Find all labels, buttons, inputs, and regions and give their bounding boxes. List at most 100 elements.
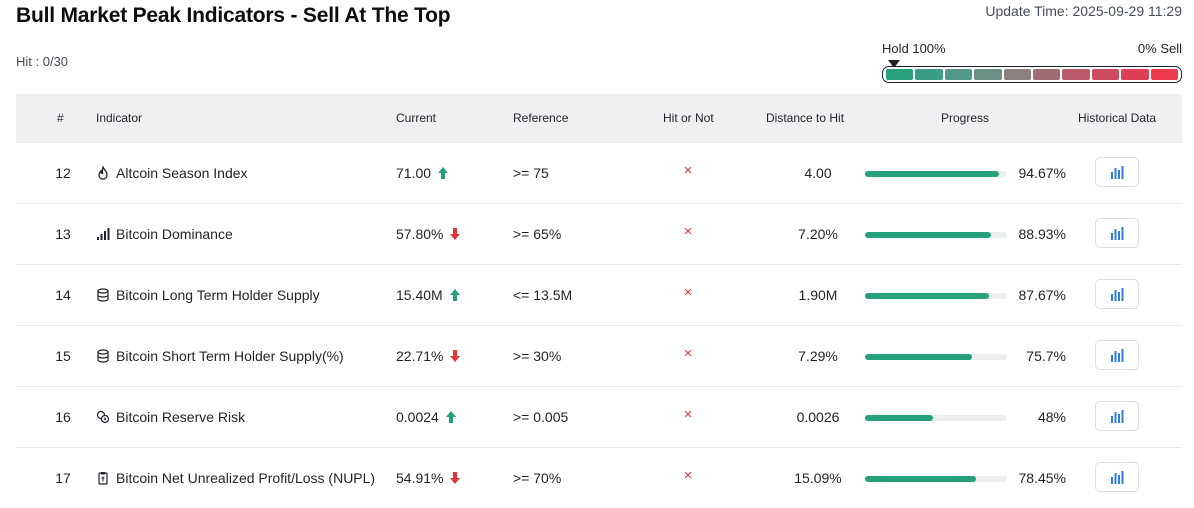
not-hit-icon: × bbox=[683, 162, 693, 179]
meter-segment bbox=[974, 69, 1002, 80]
current-value: 71.00 bbox=[396, 165, 432, 181]
current-value-cell: 22.71% bbox=[396, 347, 461, 365]
historical-data-button[interactable] bbox=[1095, 401, 1139, 431]
arrow-down-icon bbox=[449, 349, 461, 363]
progress-fill bbox=[865, 171, 1000, 177]
indicator-name: Bitcoin Reserve Risk bbox=[116, 409, 246, 425]
bar-chart-icon bbox=[1111, 226, 1124, 240]
arrow-down-icon bbox=[449, 471, 461, 485]
progress-percent: 94.67% bbox=[1018, 165, 1066, 181]
header-historical-data: Historical Data bbox=[1078, 111, 1157, 125]
meter-sell-label: 0% Sell bbox=[1137, 41, 1182, 56]
current-value-cell: 15.40M bbox=[396, 286, 461, 304]
row-number: 14 bbox=[55, 287, 71, 303]
page-title: Bull Market Peak Indicators - Sell At Th… bbox=[16, 4, 451, 27]
row-number: 15 bbox=[55, 348, 71, 364]
reference-value: >= 0.005 bbox=[513, 409, 569, 425]
indicator-name: Bitcoin Short Term Holder Supply(%) bbox=[116, 348, 344, 364]
meter-segment bbox=[886, 69, 914, 80]
reference-value: >= 70% bbox=[513, 470, 562, 486]
not-hit-icon: × bbox=[683, 345, 693, 362]
progress-percent: 75.7% bbox=[1026, 348, 1066, 364]
distance-to-hit: 15.09% bbox=[794, 470, 842, 486]
indicator-name: Bitcoin Long Term Holder Supply bbox=[116, 287, 320, 303]
table-body: 12 Altcoin Season Index 71.00 >= 75 × 4.… bbox=[16, 142, 1182, 508]
indicator-cell[interactable]: Bitcoin Dominance bbox=[96, 225, 233, 243]
distance-to-hit: 7.29% bbox=[798, 348, 838, 364]
progress-bar bbox=[865, 354, 1007, 360]
progress-fill bbox=[865, 476, 977, 482]
progress-percent: 48% bbox=[1037, 409, 1066, 425]
row-number: 12 bbox=[55, 165, 71, 181]
current-value-cell: 54.91% bbox=[396, 469, 461, 487]
update-time: Update Time: 2025-09-29 11:29 bbox=[985, 3, 1182, 19]
table-header: # Indicator Current Reference Hit or Not… bbox=[16, 94, 1182, 142]
header-reference: Reference bbox=[513, 111, 569, 125]
header-current: Current bbox=[396, 111, 437, 125]
distance-to-hit: 7.20% bbox=[798, 226, 838, 242]
header-distance: Distance to Hit bbox=[766, 111, 845, 125]
arrow-up-icon bbox=[445, 410, 457, 424]
meter-hold-label: Hold 100% bbox=[882, 41, 946, 56]
progress-bar bbox=[865, 232, 1007, 238]
meter-segment bbox=[944, 69, 973, 80]
current-value: 22.71% bbox=[396, 348, 444, 364]
progress-fill bbox=[865, 415, 934, 421]
indicator-cell[interactable]: Bitcoin Long Term Holder Supply bbox=[96, 286, 320, 304]
indicator-name: Bitcoin Dominance bbox=[116, 226, 233, 242]
table-row: 17 Bitcoin Net Unrealized Profit/Loss (N… bbox=[16, 447, 1182, 508]
fire-icon bbox=[96, 164, 110, 180]
indicator-name: Bitcoin Net Unrealized Profit/Loss (NUPL… bbox=[116, 470, 376, 486]
historical-data-button[interactable] bbox=[1095, 218, 1139, 248]
row-number: 13 bbox=[55, 226, 71, 242]
current-value-cell: 57.80% bbox=[396, 225, 461, 243]
row-number: 16 bbox=[55, 409, 71, 425]
progress-bar bbox=[865, 171, 1007, 177]
database-icon bbox=[96, 349, 110, 363]
historical-data-button[interactable] bbox=[1095, 279, 1139, 309]
arrow-up-icon bbox=[437, 166, 449, 180]
table-row: 14 Bitcoin Long Term Holder Supply 15.40… bbox=[16, 264, 1182, 325]
progress-bar bbox=[865, 415, 1007, 421]
indicator-cell[interactable]: Bitcoin Net Unrealized Profit/Loss (NUPL… bbox=[96, 469, 375, 487]
table-row: 12 Altcoin Season Index 71.00 >= 75 × 4.… bbox=[16, 142, 1182, 203]
current-value: 0.0024 bbox=[396, 409, 439, 425]
meter-bar bbox=[882, 66, 1182, 83]
historical-data-button[interactable] bbox=[1095, 340, 1139, 370]
arrow-down-icon bbox=[449, 227, 461, 241]
not-hit-icon: × bbox=[683, 223, 693, 240]
meter-segment bbox=[915, 69, 943, 80]
distance-to-hit: 4.00 bbox=[804, 165, 832, 181]
distance-to-hit: 0.0026 bbox=[796, 409, 840, 425]
indicator-cell[interactable]: Bitcoin Short Term Holder Supply(%) bbox=[96, 347, 344, 365]
meter-segment bbox=[1150, 69, 1179, 80]
current-value-cell: 71.00 bbox=[396, 164, 449, 182]
bar-chart-icon bbox=[1111, 165, 1124, 179]
current-value: 57.80% bbox=[396, 226, 444, 242]
clipboard-icon bbox=[96, 471, 110, 485]
progress-percent: 88.93% bbox=[1018, 226, 1066, 242]
reference-value: >= 75 bbox=[513, 165, 549, 181]
progress-fill bbox=[865, 293, 990, 299]
historical-data-button[interactable] bbox=[1095, 462, 1139, 492]
meter-pointer-icon bbox=[888, 60, 900, 68]
current-value: 54.91% bbox=[396, 470, 444, 486]
progress-fill bbox=[865, 354, 973, 360]
historical-data-button[interactable] bbox=[1095, 157, 1139, 187]
progress-percent: 78.45% bbox=[1018, 470, 1066, 486]
table-row: 13 Bitcoin Dominance 57.80% >= 65% × 7.2… bbox=[16, 203, 1182, 264]
progress-fill bbox=[865, 232, 992, 238]
bar-chart-icon bbox=[1111, 409, 1124, 423]
row-number: 17 bbox=[55, 470, 71, 486]
indicator-cell[interactable]: Bitcoin Reserve Risk bbox=[96, 408, 245, 426]
not-hit-icon: × bbox=[683, 467, 693, 484]
not-hit-icon: × bbox=[683, 406, 693, 423]
indicator-name: Altcoin Season Index bbox=[116, 165, 248, 181]
hit-count: Hit : 0/30 bbox=[16, 54, 69, 69]
meter-segment bbox=[1033, 69, 1061, 80]
header-indicator: Indicator bbox=[96, 111, 143, 125]
indicator-cell[interactable]: Altcoin Season Index bbox=[96, 164, 248, 182]
meter-segment bbox=[1062, 69, 1090, 80]
not-hit-icon: × bbox=[683, 284, 693, 301]
current-value-cell: 0.0024 bbox=[396, 408, 457, 426]
